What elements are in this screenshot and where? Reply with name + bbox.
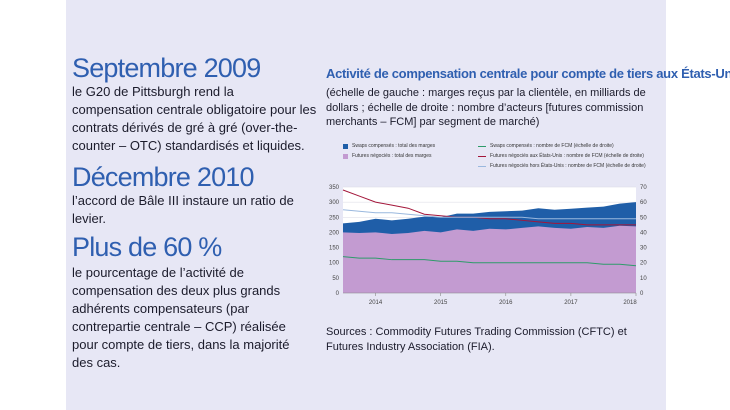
x-tick-label: 2017 bbox=[564, 300, 578, 306]
y-right-tick-label: 30 bbox=[640, 246, 647, 252]
legend-label: Futures négociés : total des marges bbox=[352, 153, 432, 159]
x-tick-label: 2015 bbox=[434, 300, 448, 306]
legend-futures-nonus-fcm: Futures négociés hors États-Unis : nombr… bbox=[478, 163, 646, 169]
x-tick-label: 2014 bbox=[369, 300, 383, 306]
fact-text-1: le G20 de Pittsburgh rend la compensatio… bbox=[72, 84, 317, 153]
legend-line bbox=[478, 155, 486, 157]
y-left-tick-label: 200 bbox=[329, 230, 340, 236]
y-left-tick-label: 300 bbox=[329, 200, 340, 206]
chart-title: Activité de compensation centrale pour c… bbox=[326, 66, 730, 81]
y-left-tick-label: 0 bbox=[336, 291, 340, 297]
fact-text-2: l’accord de Bâle III instaure un ratio d… bbox=[72, 193, 294, 226]
legend-label: Futures négociés aux États-Unis : nombre… bbox=[490, 153, 644, 159]
y-left-tick-label: 100 bbox=[329, 261, 340, 267]
fact-heading-1: Septembre 2009 bbox=[72, 53, 261, 83]
legend-swaps-fcm: Swaps compensés : nombre de FCM (échelle… bbox=[478, 143, 614, 149]
y-right-tick-label: 10 bbox=[640, 276, 647, 282]
legend-futures-us-fcm: Futures négociés aux États-Unis : nombre… bbox=[478, 153, 644, 159]
legend-futures-margins: Futures négociés : total des marges bbox=[343, 153, 432, 159]
y-right-tick-label: 40 bbox=[640, 230, 647, 236]
fact-heading-2: Décembre 2010 bbox=[72, 162, 255, 192]
futures-nonus-fcm-line bbox=[342, 209, 636, 220]
y-left-tick-label: 250 bbox=[329, 215, 340, 221]
y-left-tick-label: 150 bbox=[329, 246, 340, 252]
chart-sources: Sources : Commodity Futures Trading Comm… bbox=[326, 326, 627, 353]
swaps-fcm-line bbox=[342, 256, 637, 267]
legend-label: Futures négociés hors États-Unis : nombr… bbox=[490, 163, 646, 169]
legend-label: Swaps compensés : nombre de FCM (échelle… bbox=[490, 143, 614, 149]
y-right-tick-label: 50 bbox=[640, 215, 647, 221]
y-right-tick-label: 20 bbox=[640, 261, 647, 267]
legend-swatch bbox=[343, 153, 348, 159]
y-right-tick-label: 60 bbox=[640, 200, 647, 206]
fact-heading-3: Plus de 60 % bbox=[72, 232, 222, 262]
y-right-tick-label: 70 bbox=[640, 185, 647, 191]
legend-line bbox=[478, 165, 486, 167]
chart-subtitle: (échelle de gauche : marges reçus par la… bbox=[326, 87, 646, 128]
legend-swatch bbox=[343, 143, 348, 149]
y-right-tick-label: 0 bbox=[640, 291, 644, 297]
x-tick-label: 2018 bbox=[623, 300, 637, 306]
futures-us-fcm-line bbox=[342, 189, 636, 226]
x-tick-label: 2016 bbox=[499, 300, 513, 306]
y-left-tick-label: 50 bbox=[332, 276, 339, 282]
fact-text-3: le pourcentage de l’activité de compensa… bbox=[72, 265, 290, 370]
legend-swaps-margins: Swaps compensés : total des marges bbox=[343, 143, 435, 149]
futures-margins-area bbox=[343, 225, 636, 293]
y-left-tick-label: 350 bbox=[329, 185, 340, 191]
legend-label: Swaps compensés : total des marges bbox=[352, 143, 436, 149]
legend-line bbox=[478, 145, 486, 147]
